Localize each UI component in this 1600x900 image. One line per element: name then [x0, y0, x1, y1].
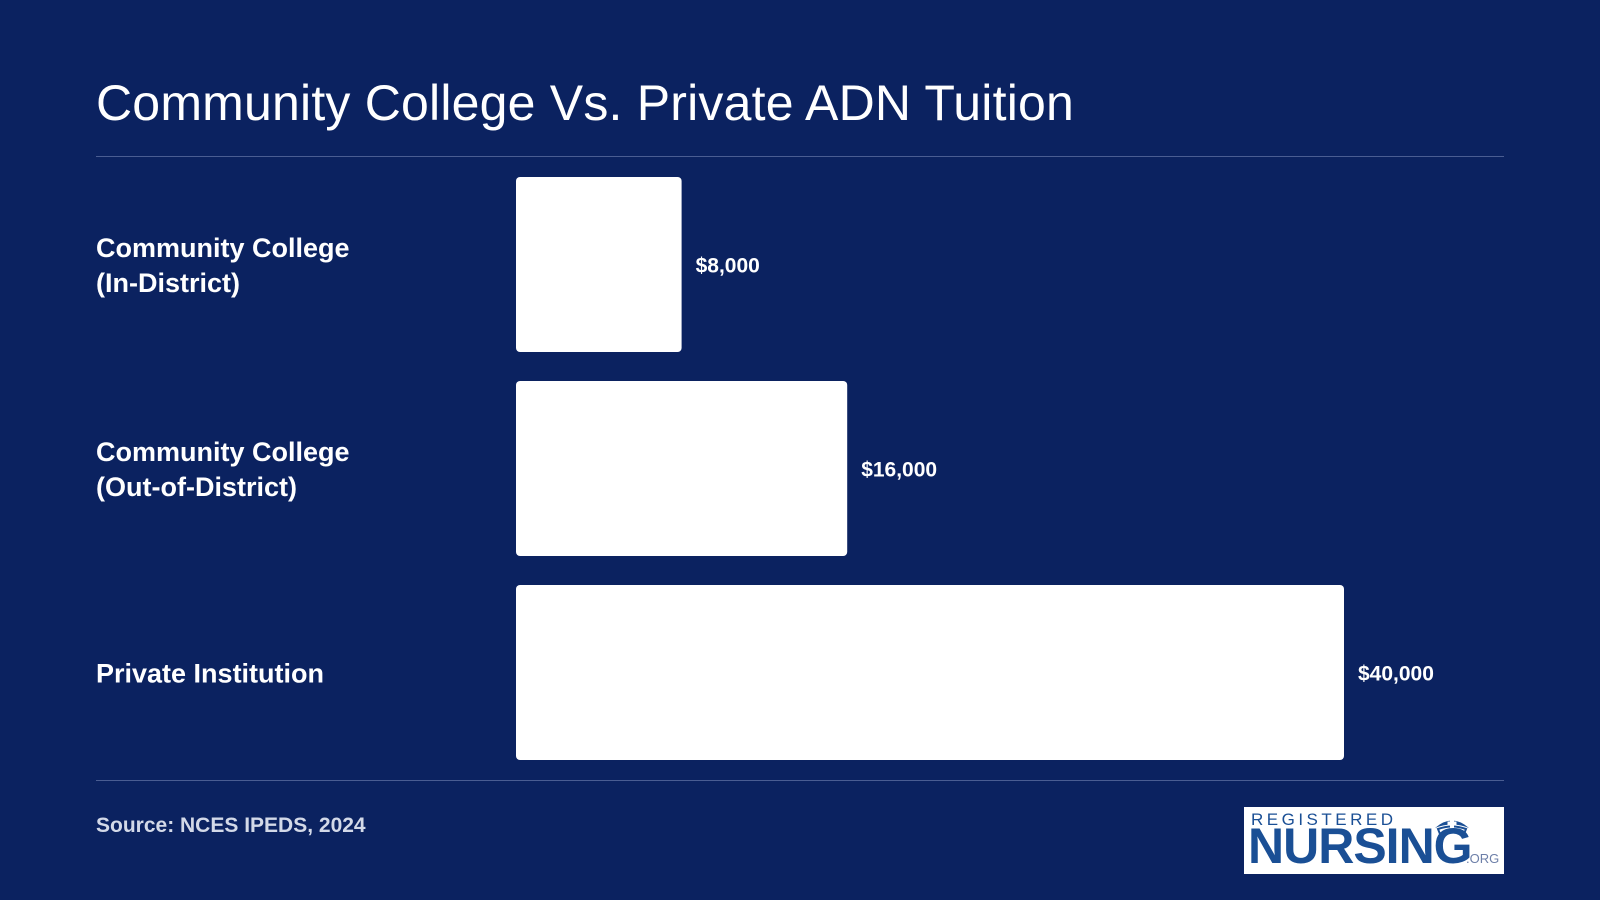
bar-1: [516, 381, 848, 556]
source-note: Source: NCES IPEDS, 2024: [96, 814, 366, 837]
bar-0: [516, 177, 682, 352]
category-label-0: Community College (In-District): [96, 233, 350, 298]
category-label-1: Community College (Out-of-District): [96, 437, 350, 502]
bar-chart: $8,000 Community College (In-District) $16,…: [96, 177, 1434, 760]
value-label-2: $40,000: [1358, 663, 1434, 686]
logo-suffix: .ORG: [1466, 851, 1500, 866]
registered-nursing-logo: REGISTERED NURSING .ORG: [1244, 807, 1504, 874]
value-label-0: $8,000: [696, 255, 760, 278]
bar-2: [516, 585, 1344, 760]
logo-top-text: REGISTERED: [1251, 810, 1397, 829]
logo-main-text: NURSING: [1248, 818, 1473, 874]
value-label-1: $16,000: [861, 459, 937, 482]
chart-title: Community College Vs. Private ADN Tuitio…: [96, 75, 1075, 131]
footer-divider: [96, 780, 1504, 781]
category-label-2: Private Institution: [96, 659, 324, 689]
title-divider: [96, 156, 1504, 157]
nurse-cap-icon: [1435, 819, 1469, 836]
